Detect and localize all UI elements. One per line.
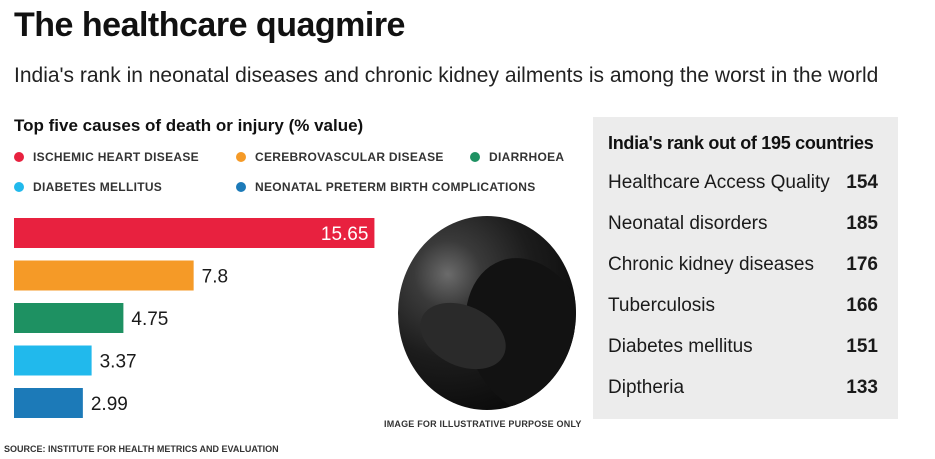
ranking-label: Diptheria (608, 377, 685, 398)
bar-chart: 15.65 7.8 4.75 3.37 2.99 (14, 218, 375, 418)
chart-title: Top five causes of death or injury (% va… (14, 116, 364, 135)
legend-swatch (236, 182, 246, 192)
photo-caption: IMAGE FOR ILLUSTRATIVE PURPOSE ONLY (384, 419, 582, 429)
legend-label: DIABETES MELLITUS (33, 180, 163, 194)
legend-swatch (470, 152, 480, 162)
legend-item-diabetes-mellitus: DIABETES MELLITUS (14, 180, 162, 194)
ranking-label: Neonatal disorders (608, 213, 768, 234)
ranking-heading: India's rank out of 195 countries (608, 133, 874, 153)
legend-swatch (14, 182, 24, 192)
bar-value-label: 7.8 (202, 267, 228, 288)
bar-value-label: 15.65 (321, 224, 369, 245)
bar-value-label: 3.37 (100, 352, 137, 373)
bar-2 (14, 260, 194, 291)
bar-value-label: 2.99 (91, 394, 128, 415)
ranking-panel: India's rank out of 195 countries Health… (593, 117, 898, 419)
source-note: SOURCE: INSTITUTE FOR HEALTH METRICS AND… (4, 444, 279, 454)
legend-swatch (14, 152, 24, 162)
page-subtitle: India's rank in neonatal diseases and ch… (14, 64, 879, 87)
ranking-label: Tuberculosis (608, 295, 716, 316)
ranking-label: Diabetes mellitus (608, 336, 753, 357)
legend-label: DIARRHOEA (489, 150, 565, 164)
legend-item-neonatal-preterm-birth: NEONATAL PRETERM BIRTH COMPLICATIONS (236, 180, 536, 194)
bar-3 (14, 303, 124, 333)
ranking-value: 185 (846, 213, 878, 234)
ranking-label: Healthcare Access Quality (608, 172, 830, 193)
bar-1 (14, 218, 375, 248)
ranking-value: 176 (846, 254, 878, 275)
page-title: The healthcare quagmire (14, 6, 405, 44)
illustrative-photo (398, 216, 576, 410)
ranking-value: 154 (846, 172, 878, 193)
legend-item-ischemic-heart-disease: ISCHEMIC HEART DISEASE (14, 150, 199, 164)
bar-4 (14, 345, 92, 376)
legend-label: CEREBROVASCULAR DISEASE (255, 150, 444, 164)
legend-item-diarrhoea: DIARRHOEA (470, 150, 564, 164)
bar-value-label: 4.75 (131, 309, 168, 330)
legend-label: NEONATAL PRETERM BIRTH COMPLICATIONS (255, 180, 536, 194)
legend-item-cerebrovascular-disease: CEREBROVASCULAR DISEASE (236, 150, 444, 164)
ranking-value: 166 (846, 295, 878, 316)
legend-swatch (236, 152, 246, 162)
ranking-value: 151 (846, 336, 878, 357)
ranking-value: 133 (846, 377, 878, 398)
ranking-label: Chronic kidney diseases (608, 254, 814, 275)
bar-5 (14, 388, 83, 418)
legend-label: ISCHEMIC HEART DISEASE (33, 150, 199, 164)
